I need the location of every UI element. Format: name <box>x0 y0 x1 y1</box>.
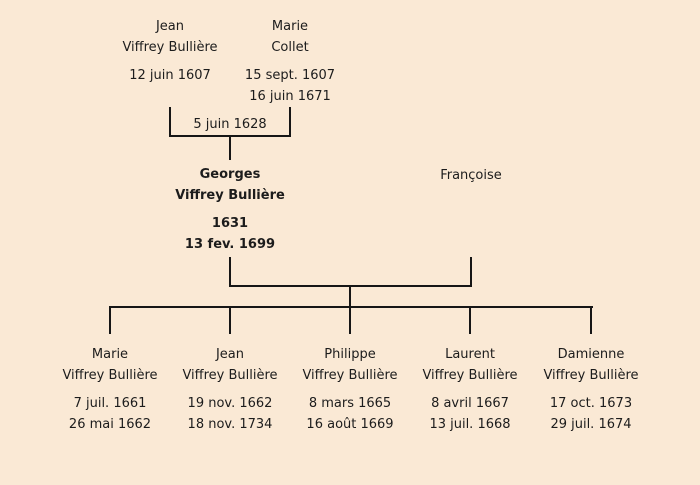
death-date: 18 nov. 1734 <box>187 417 273 432</box>
death-date: 13 fev. 1699 <box>184 237 276 252</box>
person-node-francoise[interactable]: Françoise <box>396 165 546 186</box>
birth-date: 1631 <box>211 216 249 231</box>
sibling-tick-1 <box>109 306 111 334</box>
person-given-name: Françoise <box>440 168 502 183</box>
marriage-date-label[interactable]: 5 juin 1628 <box>193 117 267 132</box>
person-surname: Viffrey Bullière <box>182 368 278 383</box>
person-given-name: Jean <box>155 19 185 34</box>
death-date: 29 juil. 1674 <box>550 417 632 432</box>
union-bracket-line <box>229 285 472 287</box>
person-surname: Viffrey Bullière <box>543 368 639 383</box>
person-given-name: Marie <box>271 19 309 34</box>
person-given-name: Philippe <box>324 347 376 362</box>
birth-date: 7 juil. 1661 <box>73 396 147 411</box>
person-node-georges[interactable]: Georges Viffrey Bullière 1631 13 fev. 16… <box>150 164 310 255</box>
person-given-name: Laurent <box>445 347 495 362</box>
marriage-bracket-line <box>169 135 291 137</box>
person-node-jean-senior[interactable]: Jean Viffrey Bullière 12 juin 1607 <box>95 16 245 86</box>
person-surname: Viffrey Bullière <box>62 368 158 383</box>
birth-date: 15 sept. 1607 <box>244 68 336 83</box>
connector-georges-drop-line <box>229 257 231 287</box>
birth-date: 8 avril 1667 <box>431 396 509 411</box>
person-dates: 8 avril 1667 13 juil. 1668 <box>408 393 532 435</box>
person-given-name: Georges <box>199 167 261 182</box>
person-surname: Viffrey Bullière <box>302 368 398 383</box>
sibling-tick-5 <box>590 306 592 334</box>
person-node-marie-child[interactable]: Marie Viffrey Bullière 7 juil. 1661 26 m… <box>48 344 172 435</box>
sibling-tick-3 <box>349 306 351 334</box>
person-dates: 1631 13 fev. 1699 <box>150 213 310 255</box>
person-dates: 17 oct. 1673 29 juil. 1674 <box>529 393 653 435</box>
person-node-laurent[interactable]: Laurent Viffrey Bullière 8 avril 1667 13… <box>408 344 532 435</box>
connector-mother-drop-line <box>289 107 291 137</box>
person-surname: Viffrey Bullière <box>422 368 518 383</box>
descent-line-to-georges <box>229 137 231 160</box>
person-surname: Viffrey Bullière <box>122 40 218 55</box>
sibling-bar-line <box>109 306 593 308</box>
sibling-tick-2 <box>229 306 231 334</box>
birth-date: 8 mars 1665 <box>308 396 392 411</box>
person-given-name: Marie <box>91 347 129 362</box>
person-node-philippe[interactable]: Philippe Viffrey Bullière 8 mars 1665 16… <box>288 344 412 435</box>
person-dates: 7 juil. 1661 26 mai 1662 <box>48 393 172 435</box>
person-node-damienne[interactable]: Damienne Viffrey Bullière 17 oct. 1673 2… <box>529 344 653 435</box>
birth-date: 17 oct. 1673 <box>549 396 633 411</box>
person-dates: 8 mars 1665 16 août 1669 <box>288 393 412 435</box>
descent-line-to-children <box>349 287 351 308</box>
person-node-jean-child[interactable]: Jean Viffrey Bullière 19 nov. 1662 18 no… <box>168 344 292 435</box>
connector-father-drop-line <box>169 107 171 137</box>
person-surname: Viffrey Bullière <box>175 188 285 203</box>
person-dates: 15 sept. 1607 16 juin 1671 <box>215 65 365 107</box>
death-date: 16 juin 1671 <box>249 89 331 104</box>
birth-date: 19 nov. 1662 <box>187 396 273 411</box>
person-node-marie-collet[interactable]: Marie Collet 15 sept. 1607 16 juin 1671 <box>215 16 365 107</box>
person-given-name: Jean <box>215 347 245 362</box>
person-dates: 12 juin 1607 <box>95 65 245 86</box>
death-date: 16 août 1669 <box>306 417 394 432</box>
death-date: 13 juil. 1668 <box>429 417 511 432</box>
person-dates: 19 nov. 1662 18 nov. 1734 <box>168 393 292 435</box>
person-surname: Collet <box>271 40 309 55</box>
connector-francoise-drop-line <box>470 257 472 287</box>
sibling-tick-4 <box>469 306 471 334</box>
birth-date: 12 juin 1607 <box>129 68 211 83</box>
death-date: 26 mai 1662 <box>68 417 152 432</box>
person-given-name: Damienne <box>557 347 625 362</box>
